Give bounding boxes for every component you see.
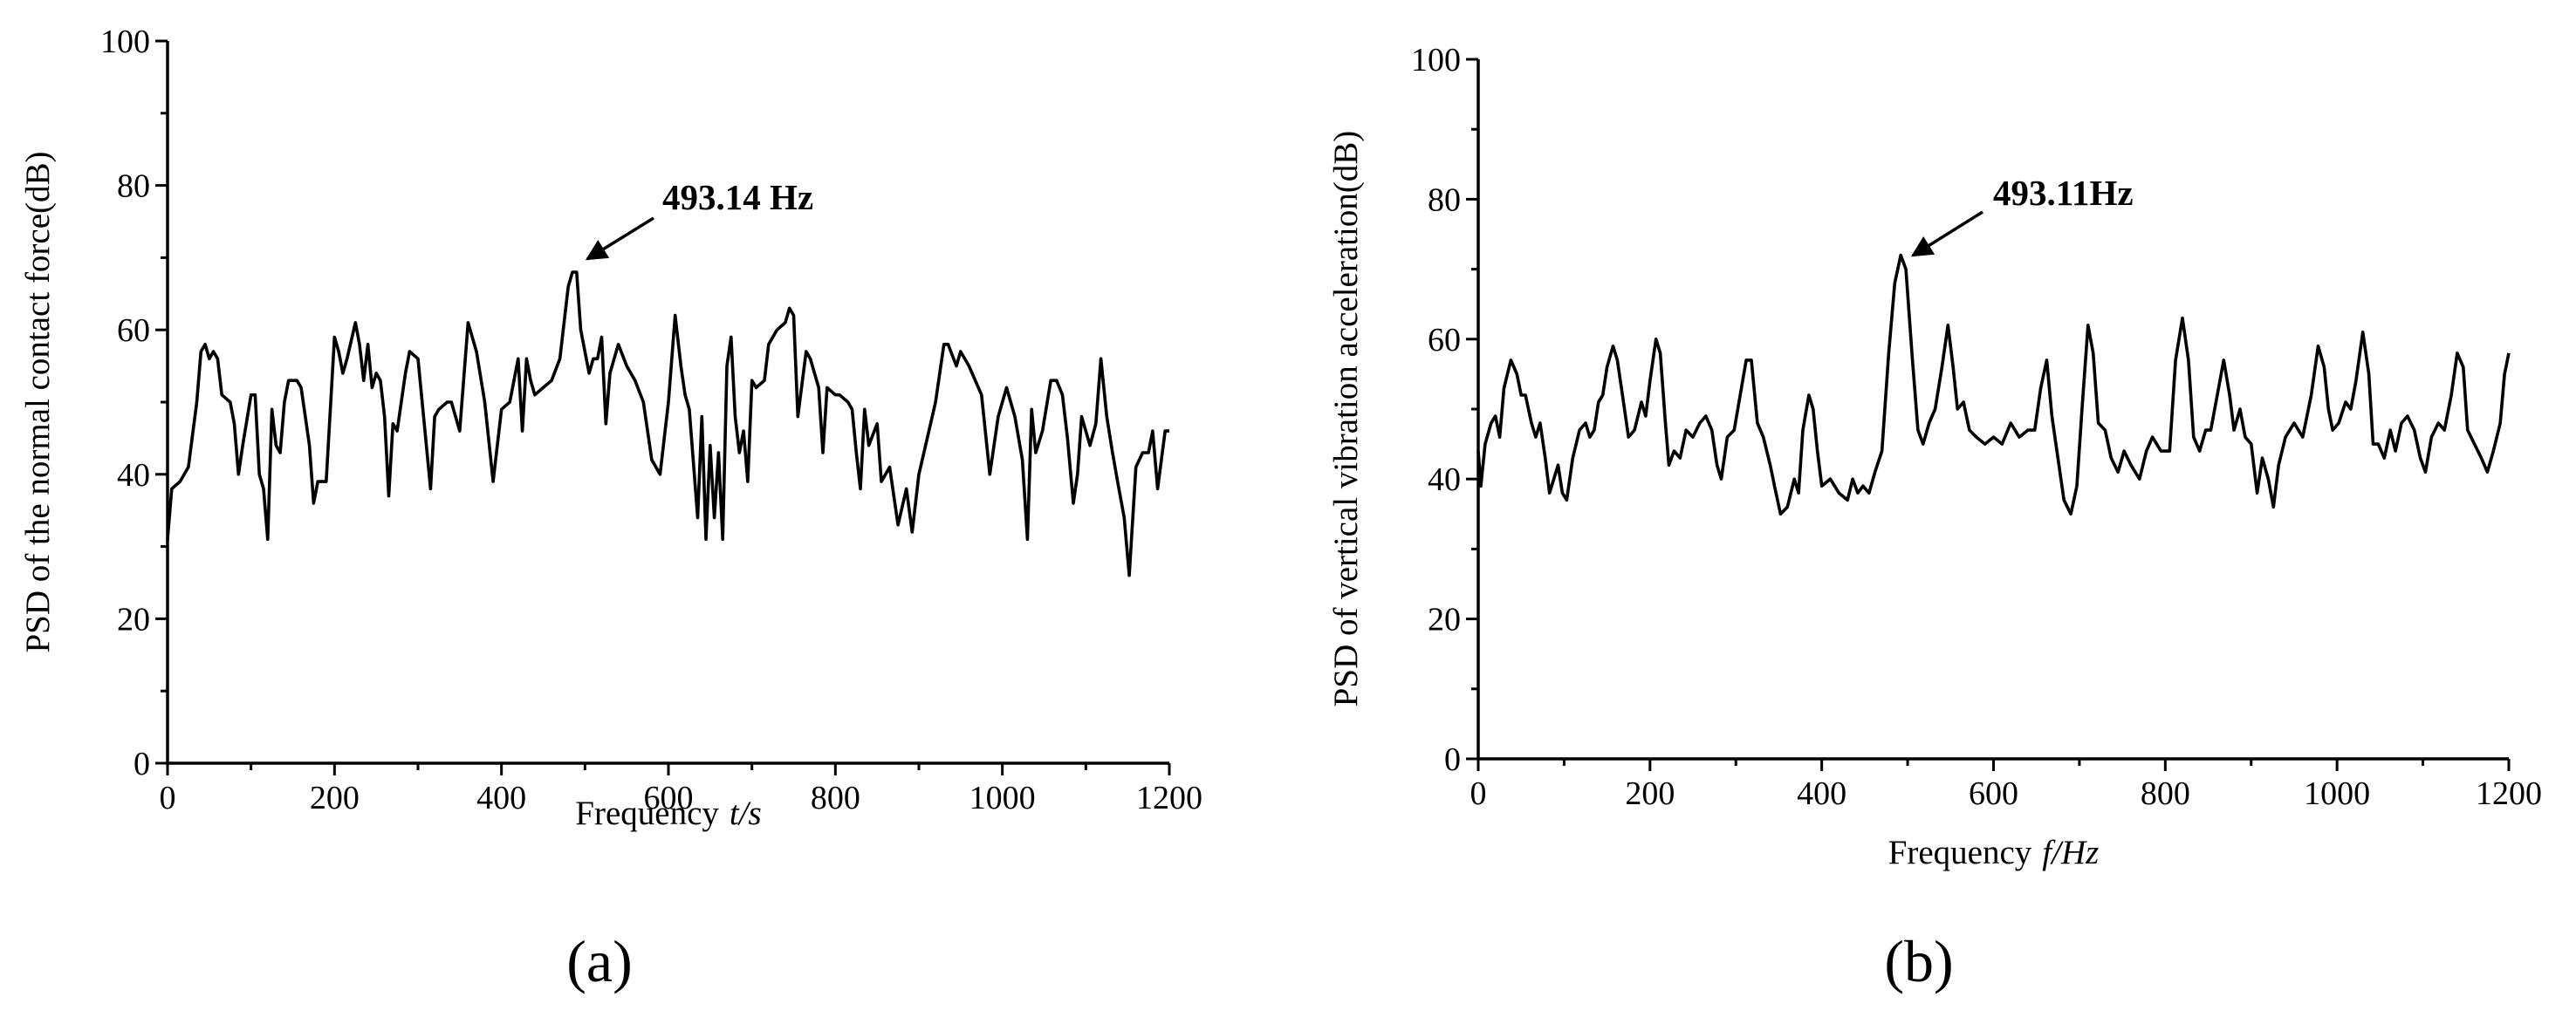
x-tick-label: 400 [1797, 775, 1846, 812]
x-axis-label: Frequency t/s [575, 795, 761, 832]
x-axis-label-unit: t/s [730, 795, 762, 832]
x-axis-label-unit: f/Hz [2042, 834, 2099, 871]
x-tick-label: 400 [476, 780, 526, 816]
y-tick-label: 40 [1428, 461, 1461, 498]
panel-label: (b) [1884, 928, 1953, 994]
y-axis-label: PSD of vertical vibration acceleration(d… [1327, 131, 1365, 707]
y-tick-label: 80 [1428, 181, 1461, 218]
x-tick-label: 1200 [1136, 780, 1202, 816]
y-tick-label: 100 [1411, 42, 1461, 79]
x-tick-label: 800 [2141, 775, 2190, 812]
annotation: 493.14 Hz [662, 177, 813, 217]
y-tick-label: 20 [117, 601, 150, 638]
x-axis-label-text: Frequency [575, 795, 719, 832]
panel-label: (a) [566, 928, 632, 994]
annotation: 493.11Hz [1993, 173, 2134, 213]
x-tick-label: 200 [1625, 775, 1675, 812]
x-tick-label: 0 [1470, 775, 1487, 812]
y-tick-label: 60 [117, 312, 150, 349]
y-tick-label: 60 [1428, 322, 1461, 358]
psd-line [1476, 253, 2511, 516]
x-tick-label: 1000 [2304, 775, 2370, 812]
y-tick-label: 0 [134, 746, 150, 782]
y-tick-label: 40 [117, 457, 150, 494]
x-tick-label: 1200 [2476, 775, 2542, 812]
x-tick-label: 800 [811, 780, 860, 816]
x-tick-label: 200 [310, 780, 360, 816]
psd-line [166, 270, 1169, 577]
y-axis-label: PSD of the normal contact force(dB) [19, 151, 57, 652]
x-tick-label: 1000 [969, 780, 1036, 816]
y-tick-label: 20 [1428, 602, 1461, 638]
x-axis-label-text: Frequency [1888, 834, 2032, 871]
annotation-arrow [585, 216, 654, 261]
x-tick-label: 600 [1969, 775, 2018, 812]
annotation-arrow [1910, 210, 1983, 257]
y-tick-label: 100 [100, 24, 150, 60]
x-tick-label: 600 [644, 780, 694, 816]
y-tick-label: 80 [117, 168, 150, 205]
x-axis-label: Frequency f/Hz [1888, 834, 2100, 871]
x-tick-label: 0 [160, 780, 176, 816]
y-tick-label: 0 [1444, 741, 1461, 778]
